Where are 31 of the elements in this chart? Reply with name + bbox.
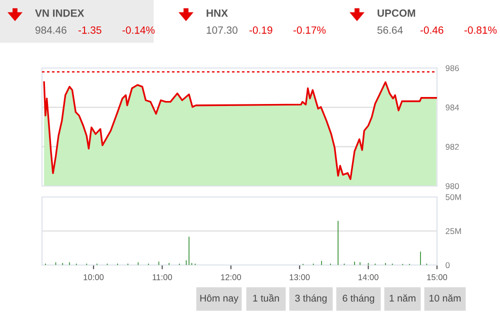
text: -1.35: [78, 26, 102, 34]
y-tick-label: 984: [446, 104, 459, 110]
text: -0.46: [420, 26, 444, 34]
x-tick-label: 10:00: [84, 274, 104, 280]
y-tick-label: 982: [446, 144, 459, 150]
text: -0.19: [249, 26, 272, 34]
text: 984.46: [35, 26, 66, 34]
text: 10 năm: [430, 294, 461, 302]
text: 6 tháng: [342, 294, 374, 304]
y-tick-label: 986: [446, 65, 459, 72]
y-tick-label: 50M: [446, 194, 461, 200]
text: -0.81%: [464, 26, 497, 34]
text: VN INDEX: [35, 10, 84, 17]
x-tick-label: 15:00: [427, 274, 448, 280]
text: -0.14%: [122, 26, 155, 34]
text: 3 tháng: [295, 294, 327, 304]
text: 1 tuần: [253, 294, 279, 302]
text: 56.64: [377, 26, 403, 34]
text: HNX: [206, 10, 228, 17]
y-tick-label: 0: [446, 262, 450, 268]
x-tick-label: 11:00: [152, 274, 172, 280]
y-tick-label: 980: [446, 183, 459, 190]
text: 1 năm: [390, 294, 416, 302]
x-tick-label: 13:00: [290, 274, 310, 280]
text: UPCOM: [378, 9, 416, 17]
text: -0.17%: [293, 26, 326, 34]
x-tick-label: 14:00: [358, 274, 378, 280]
y-tick-label: 25M: [446, 228, 461, 234]
text: Hôm nay: [200, 294, 238, 304]
text: 107.30: [206, 26, 238, 34]
x-tick-label: 12:00: [221, 274, 242, 280]
